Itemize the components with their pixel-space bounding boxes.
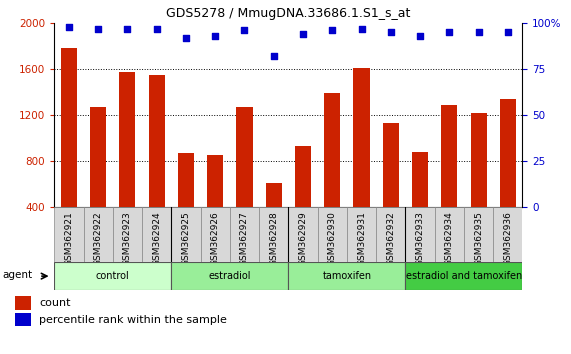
Bar	[90, 107, 106, 207]
Point	[65, 24, 74, 29]
Text: tamoxifen: tamoxifen	[322, 271, 372, 281]
Bar	[405, 207, 435, 262]
Bar	[412, 152, 428, 207]
Bar	[471, 113, 486, 207]
Bar	[288, 207, 317, 262]
Text: GSM362935: GSM362935	[474, 211, 483, 266]
Point	[299, 31, 308, 37]
Bar	[207, 155, 223, 207]
Bar	[54, 207, 83, 262]
Point	[269, 53, 278, 59]
Bar	[119, 73, 135, 207]
Bar	[295, 146, 311, 207]
Bar	[405, 262, 522, 290]
Bar	[500, 99, 516, 207]
Text: GSM362923: GSM362923	[123, 211, 132, 266]
Point	[182, 35, 191, 41]
Bar	[15, 296, 31, 310]
Text: GSM362936: GSM362936	[503, 211, 512, 266]
Text: GSM362929: GSM362929	[299, 211, 308, 266]
Bar	[353, 68, 369, 207]
Point	[240, 28, 249, 33]
Text: GSM362933: GSM362933	[416, 211, 425, 266]
Text: GSM362931: GSM362931	[357, 211, 366, 266]
Text: percentile rank within the sample: percentile rank within the sample	[39, 315, 227, 325]
Text: GSM362928: GSM362928	[269, 211, 278, 266]
Text: GSM362924: GSM362924	[152, 211, 161, 266]
Bar	[178, 153, 194, 207]
Text: estradiol and tamoxifen: estradiol and tamoxifen	[406, 271, 522, 281]
Bar	[347, 207, 376, 262]
Point	[357, 26, 366, 32]
Text: agent: agent	[3, 270, 33, 280]
Bar	[171, 207, 200, 262]
Point	[94, 26, 103, 32]
Bar	[324, 93, 340, 207]
Bar	[200, 207, 230, 262]
Text: GSM362927: GSM362927	[240, 211, 249, 266]
Point	[123, 26, 132, 32]
Point	[152, 26, 161, 32]
Title: GDS5278 / MmugDNA.33686.1.S1_s_at: GDS5278 / MmugDNA.33686.1.S1_s_at	[166, 7, 411, 21]
Point	[386, 29, 395, 35]
Bar	[113, 207, 142, 262]
Point	[503, 29, 512, 35]
Text: estradiol: estradiol	[208, 271, 251, 281]
Bar	[61, 48, 77, 207]
Text: count: count	[39, 298, 71, 308]
Bar	[317, 207, 347, 262]
Bar	[230, 207, 259, 262]
Text: GSM362926: GSM362926	[211, 211, 220, 266]
Bar	[54, 262, 171, 290]
Text: GSM362932: GSM362932	[386, 211, 395, 266]
Point	[328, 28, 337, 33]
Bar	[236, 107, 252, 207]
Text: control: control	[96, 271, 130, 281]
Bar	[441, 105, 457, 207]
Text: GSM362934: GSM362934	[445, 211, 454, 266]
Bar	[83, 207, 112, 262]
Bar	[376, 207, 405, 262]
Point	[445, 29, 454, 35]
Point	[474, 29, 483, 35]
Bar	[15, 313, 31, 326]
Point	[211, 33, 220, 39]
Point	[416, 33, 425, 39]
Bar	[435, 207, 464, 262]
Bar	[266, 183, 282, 207]
Text: GSM362921: GSM362921	[65, 211, 74, 266]
Bar	[259, 207, 288, 262]
Bar	[148, 75, 164, 207]
Bar	[288, 262, 405, 290]
Text: GSM362925: GSM362925	[182, 211, 191, 266]
Bar	[142, 207, 171, 262]
Text: GSM362930: GSM362930	[328, 211, 337, 266]
Bar	[171, 262, 288, 290]
Bar	[383, 123, 399, 207]
Text: GSM362922: GSM362922	[94, 211, 103, 266]
Bar	[464, 207, 493, 262]
Bar	[493, 207, 522, 262]
